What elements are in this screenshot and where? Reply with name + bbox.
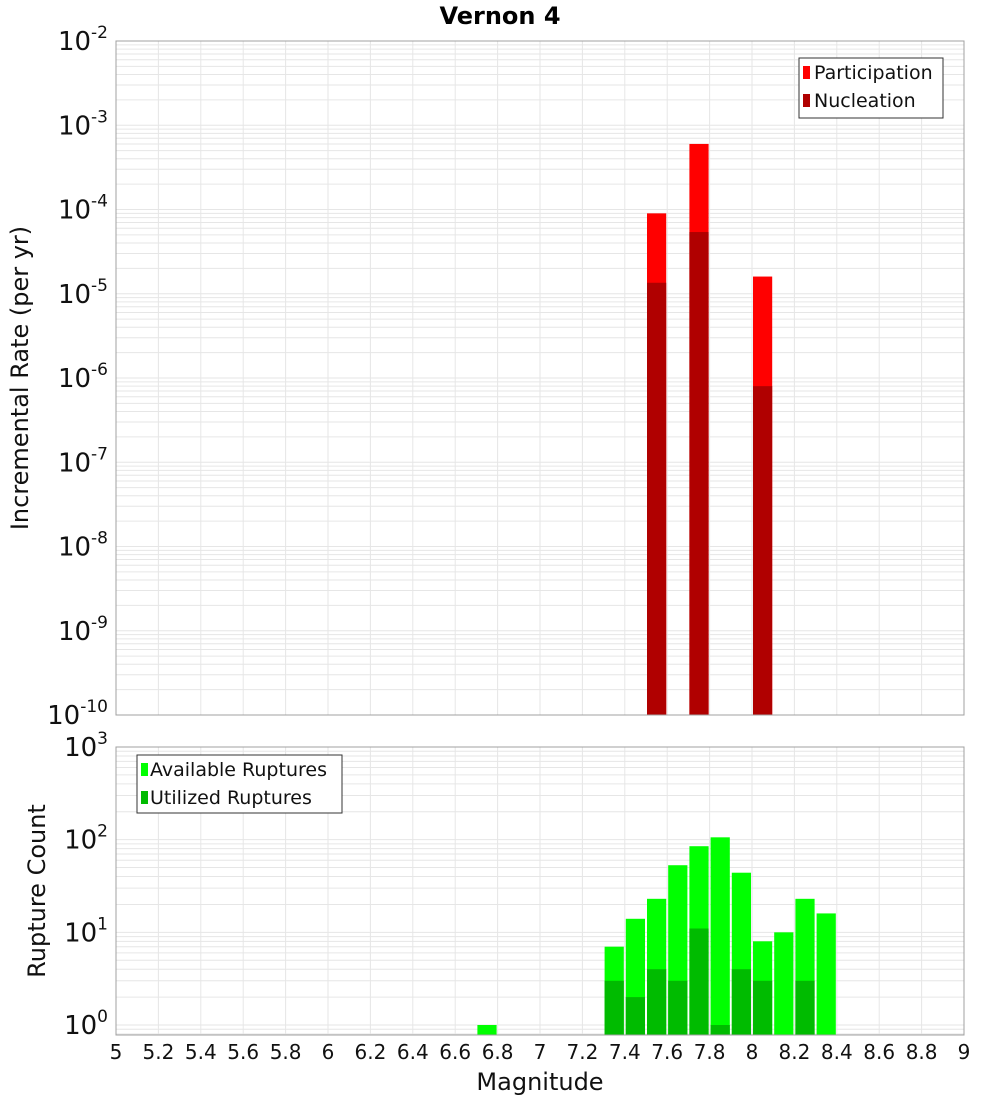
- x-tick: 5.4: [185, 1040, 217, 1064]
- top-legend-box: [798, 57, 944, 119]
- bottom-y-axis-title: Rupture Count: [23, 804, 51, 978]
- legend-label-utilized: Utilized Ruptures: [150, 787, 312, 809]
- x-tick: 8.8: [906, 1040, 938, 1064]
- top-gridlines: [115, 40, 965, 716]
- top-y-tick: 10-3: [58, 107, 108, 141]
- bottom-y-tick: 101: [64, 914, 108, 948]
- legend-label-participation: Participation: [814, 62, 933, 84]
- bottom-bars: [477, 837, 836, 1035]
- legend-swatch-participation: [803, 66, 810, 79]
- x-tick: 5.6: [227, 1040, 259, 1064]
- bottom-bar-utilized-ruptures: [647, 969, 667, 1035]
- bottom-legend-box: [136, 754, 343, 814]
- bottom-y-tick: 100: [64, 1007, 108, 1041]
- top-y-tick: 10-2: [58, 23, 108, 57]
- x-tick: 9: [958, 1040, 971, 1064]
- top-panel: 10-2 10-3 10-4 10-5 10-6 10-7 10-8 10-9 10-10 In…: [6, 23, 965, 731]
- bottom-y-tick-labels: 103 102 101 100: [64, 729, 108, 1041]
- legend-swatch-utilized: [141, 791, 148, 804]
- top-y-tick: 10-10: [47, 697, 108, 731]
- x-axis-title: Magnitude: [476, 1068, 603, 1096]
- bottom-bar-available-ruptures: [816, 913, 836, 1035]
- x-tick: 5.2: [142, 1040, 174, 1064]
- x-tick-labels: 5 5.2 5.4 5.6 5.8 6 6.2 6.4 6.6 6.8 7 7.2 7.4 7.6 7.8 8…: [110, 1040, 971, 1064]
- top-y-tick: 10-6: [58, 360, 108, 394]
- top-y-axis-title: Incremental Rate (per yr): [6, 226, 34, 530]
- bottom-panel: 103 102 101 100 Rupture Count Available Rup…: [23, 729, 965, 1041]
- bottom-bar-utilized-ruptures: [668, 980, 688, 1035]
- x-tick: 6.2: [354, 1040, 386, 1064]
- x-tick: 6.8: [482, 1040, 514, 1064]
- bottom-bar-utilized-ruptures: [731, 969, 751, 1035]
- top-bar-nucleation: [753, 386, 773, 715]
- legend-swatch-available: [141, 763, 148, 776]
- bottom-bar-utilized-ruptures: [795, 980, 815, 1035]
- top-bar-nucleation: [689, 232, 709, 715]
- x-tick: 8.4: [821, 1040, 853, 1064]
- chart-title: Vernon 4: [439, 2, 560, 30]
- bottom-plot-frame: [115, 746, 965, 1036]
- x-tick: 7: [534, 1040, 547, 1064]
- x-tick: 8.2: [778, 1040, 810, 1064]
- top-y-tick-labels: 10-2 10-3 10-4 10-5 10-6 10-7 10-8 10-9 10-10: [47, 23, 108, 731]
- bottom-bar-available-ruptures: [477, 1025, 497, 1035]
- bottom-y-tick: 102: [64, 822, 108, 856]
- top-y-tick: 10-5: [58, 276, 108, 310]
- bottom-bar-utilized-ruptures: [604, 980, 624, 1035]
- top-bars: [647, 143, 773, 716]
- bottom-bar-available-ruptures: [774, 932, 794, 1035]
- bottom-legend: Available Ruptures Utilized Ruptures: [136, 754, 343, 814]
- x-tick: 7.2: [566, 1040, 598, 1064]
- x-tick: 6.6: [439, 1040, 471, 1064]
- x-tick: 6: [322, 1040, 335, 1064]
- x-tick: 8.6: [863, 1040, 895, 1064]
- x-tick: 5: [110, 1040, 123, 1064]
- top-bar-nucleation: [647, 282, 667, 715]
- x-tick: 8: [746, 1040, 759, 1064]
- top-y-tick: 10-7: [58, 444, 108, 478]
- top-plot-frame: [115, 40, 965, 716]
- legend-label-available: Available Ruptures: [150, 759, 327, 781]
- top-legend: Participation Nucleation: [798, 57, 944, 119]
- legend-label-nucleation: Nucleation: [814, 90, 916, 112]
- x-tick: 6.4: [397, 1040, 429, 1064]
- x-tick: 7.6: [651, 1040, 683, 1064]
- legend-swatch-nucleation: [803, 94, 810, 107]
- top-y-tick: 10-8: [58, 529, 108, 563]
- top-y-tick: 10-4: [58, 192, 108, 226]
- x-tick: 7.8: [694, 1040, 726, 1064]
- bottom-bar-available-ruptures: [710, 837, 730, 1035]
- bottom-bar-utilized-ruptures: [753, 980, 773, 1035]
- x-tick: 7.4: [609, 1040, 641, 1064]
- bottom-bar-utilized-ruptures: [625, 997, 645, 1035]
- bottom-bar-utilized-ruptures: [689, 928, 709, 1035]
- bottom-bar-utilized-ruptures: [710, 1025, 730, 1035]
- top-y-tick: 10-9: [58, 613, 108, 647]
- bottom-y-tick: 103: [64, 729, 108, 763]
- x-tick: 5.8: [270, 1040, 302, 1064]
